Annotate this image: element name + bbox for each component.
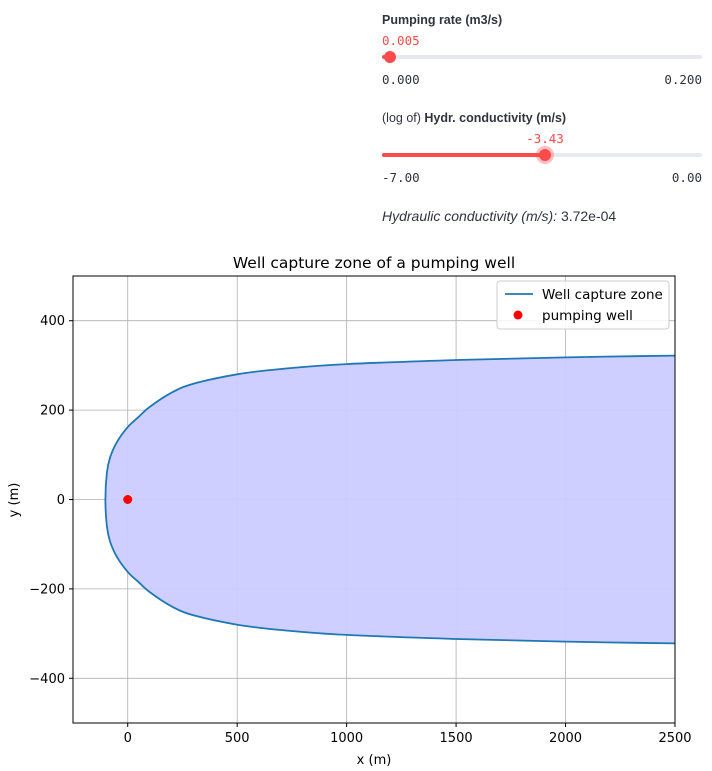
controls-panel: Pumping rate (m3/s) 0.005 0.000 0.200 (l… bbox=[382, 0, 702, 224]
legend-capture-zone-label: Well capture zone bbox=[542, 287, 663, 303]
conductivity-value: -3.43 bbox=[526, 131, 564, 146]
legend-pumping-well-label: pumping well bbox=[542, 308, 633, 324]
y-tick-label: 200 bbox=[40, 404, 65, 419]
x-tick-label: 2000 bbox=[549, 731, 582, 746]
conductivity-slider-block: (log of) Hydr. conductivity (m/s) -3.43 … bbox=[382, 98, 702, 196]
hydraulic-conductivity-readout: Hydraulic conductivity (m/s): 3.72e-04 bbox=[382, 208, 616, 224]
hydraulic-conductivity-label: Hydraulic conductivity (m/s): bbox=[382, 208, 558, 224]
pumping-rate-min: 0.000 bbox=[382, 72, 420, 87]
pumping-rate-label: Pumping rate (m3/s) bbox=[382, 13, 503, 27]
capture-zone-chart: Well capture zone of a pumping well 0 500… bbox=[7, 254, 692, 768]
pumping-well-point bbox=[123, 495, 133, 504]
y-tick-label: −400 bbox=[29, 672, 65, 687]
y-tick-label: −200 bbox=[29, 582, 65, 597]
chart-title: Well capture zone of a pumping well bbox=[233, 254, 515, 272]
x-tick-label: 2500 bbox=[658, 731, 691, 746]
conductivity-min: -7.00 bbox=[382, 170, 420, 185]
pumping-rate-slider-block: Pumping rate (m3/s) 0.005 0.000 0.200 bbox=[382, 0, 702, 98]
pumping-rate-max: 0.200 bbox=[664, 72, 702, 87]
conductivity-max: 0.00 bbox=[671, 170, 702, 185]
x-tick-label: 500 bbox=[225, 731, 250, 746]
chart-legend: Well capture zone pumping well bbox=[496, 280, 670, 330]
capture-zone-line bbox=[104, 354, 676, 645]
conductivity-slider-thumb[interactable] bbox=[539, 149, 552, 161]
x-axis-label: x (m) bbox=[357, 753, 392, 768]
y-tick-label: 400 bbox=[40, 314, 65, 329]
y-tick-label: 0 bbox=[57, 493, 65, 508]
hydraulic-conductivity-value: 3.72e-04 bbox=[560, 208, 617, 224]
x-tick-label: 1500 bbox=[440, 731, 473, 746]
pumping-rate-value: 0.005 bbox=[382, 33, 420, 48]
pumping-rate-slider-thumb[interactable] bbox=[384, 51, 396, 63]
y-axis-label: y (m) bbox=[7, 483, 22, 518]
x-tick-label: 0 bbox=[124, 731, 132, 746]
conductivity-track-fill bbox=[382, 153, 546, 157]
pumping-rate-track[interactable] bbox=[382, 55, 702, 59]
legend-box bbox=[496, 280, 670, 330]
x-tick-label: 1000 bbox=[330, 731, 363, 746]
legend-well-marker bbox=[513, 310, 523, 320]
conductivity-label: (log of) Hydr. conductivity (m/s) bbox=[382, 111, 567, 125]
capture-zone-fill bbox=[105, 355, 675, 644]
chart-plot-area bbox=[104, 354, 676, 645]
